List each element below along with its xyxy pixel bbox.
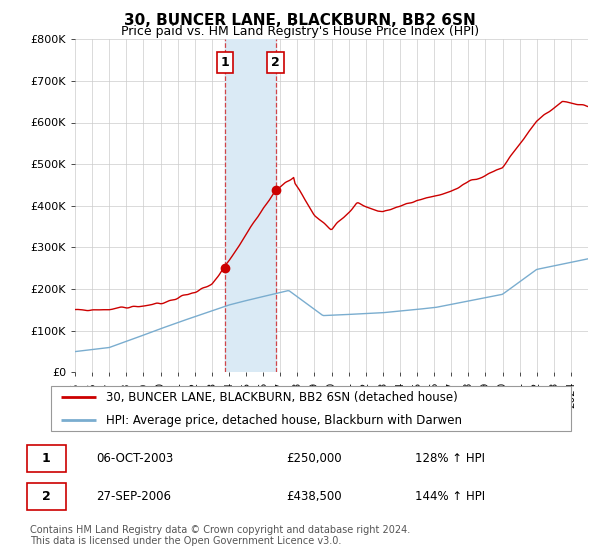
Text: 1: 1 <box>220 56 229 69</box>
Text: HPI: Average price, detached house, Blackburn with Darwen: HPI: Average price, detached house, Blac… <box>106 414 462 427</box>
Text: Contains HM Land Registry data © Crown copyright and database right 2024.
This d: Contains HM Land Registry data © Crown c… <box>30 525 410 547</box>
Text: £250,000: £250,000 <box>286 452 342 465</box>
FancyBboxPatch shape <box>27 445 66 472</box>
FancyBboxPatch shape <box>50 386 571 431</box>
FancyBboxPatch shape <box>27 483 66 510</box>
Text: 30, BUNCER LANE, BLACKBURN, BB2 6SN: 30, BUNCER LANE, BLACKBURN, BB2 6SN <box>124 13 476 29</box>
Text: 2: 2 <box>42 491 50 503</box>
Text: 144% ↑ HPI: 144% ↑ HPI <box>415 491 485 503</box>
Text: 2: 2 <box>271 56 280 69</box>
Text: 1: 1 <box>42 452 50 465</box>
Text: 30, BUNCER LANE, BLACKBURN, BB2 6SN (detached house): 30, BUNCER LANE, BLACKBURN, BB2 6SN (det… <box>106 391 458 404</box>
Text: 06-OCT-2003: 06-OCT-2003 <box>97 452 174 465</box>
Text: £438,500: £438,500 <box>286 491 342 503</box>
Text: 27-SEP-2006: 27-SEP-2006 <box>97 491 172 503</box>
Text: 128% ↑ HPI: 128% ↑ HPI <box>415 452 485 465</box>
Bar <box>224 39 275 372</box>
Text: Price paid vs. HM Land Registry's House Price Index (HPI): Price paid vs. HM Land Registry's House … <box>121 25 479 38</box>
